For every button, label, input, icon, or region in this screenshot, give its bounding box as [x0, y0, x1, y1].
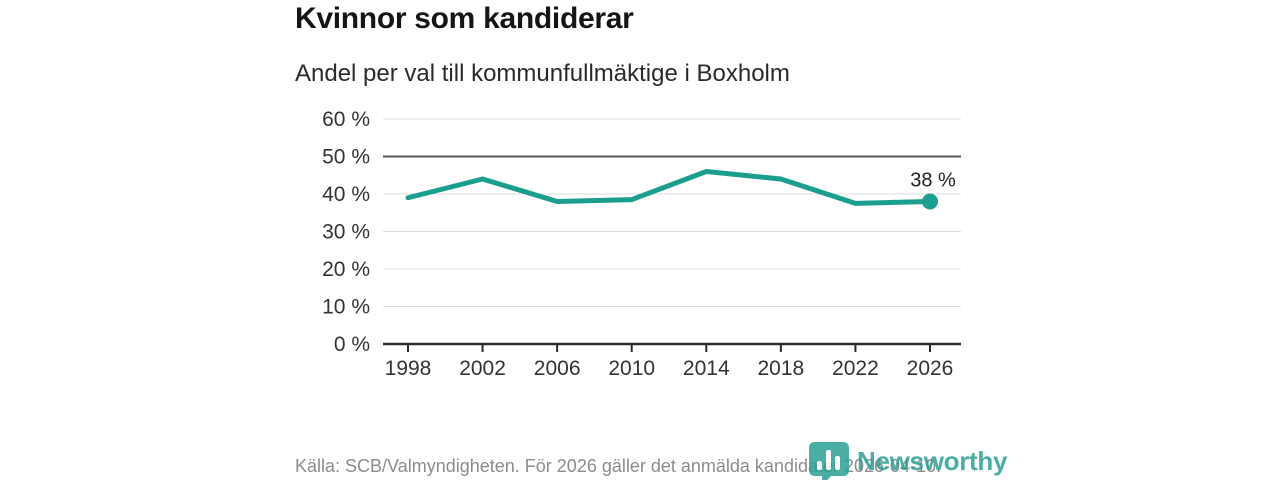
end-point-marker: [922, 193, 938, 210]
newsworthy-barchart-bubble-icon: [809, 442, 849, 480]
x-axis-tick-label: 2022: [832, 357, 879, 380]
y-axis-tick-label: 20 %: [322, 258, 370, 281]
y-axis-tick-label: 0 %: [334, 333, 370, 356]
x-axis-tick-label: 2026: [907, 357, 954, 380]
y-axis-tick-label: 40 %: [322, 183, 370, 206]
chart-card: Kvinnor som kandiderar Andel per val til…: [295, 0, 1007, 480]
page-title: Kvinnor som kandiderar: [295, 2, 634, 35]
source-note: Källa: SCB/Valmyndigheten. För 2026 gäll…: [295, 456, 942, 476]
newsworthy-logo-text: Newsworthy: [857, 446, 1008, 476]
y-axis-tick-label: 30 %: [322, 221, 370, 244]
x-axis-tick-label: 2002: [459, 357, 506, 380]
x-axis-tick-label: 2014: [683, 357, 730, 380]
y-axis-tick-label: 60 %: [322, 108, 370, 131]
y-axis-tick-label: 10 %: [322, 296, 370, 319]
x-axis-tick-label: 2006: [534, 357, 581, 380]
chart-subtitle: Andel per val till kommunfullmäktige i B…: [295, 60, 790, 87]
x-axis-tick-label: 2018: [757, 357, 804, 380]
line-chart-svg: 60 % 50 % 40 % 30 % 20 % 10 % 0 % 1998 2002 2006 2…: [322, 108, 961, 380]
end-value-label: 38 %: [910, 170, 956, 192]
y-axis-tick-label: 50 %: [322, 146, 370, 169]
x-axis-tick-label: 2010: [608, 357, 655, 380]
x-axis-tick-label: 1998: [385, 357, 432, 380]
data-line: [405, 169, 933, 206]
newsworthy-logo: Newsworthy: [809, 442, 1007, 480]
